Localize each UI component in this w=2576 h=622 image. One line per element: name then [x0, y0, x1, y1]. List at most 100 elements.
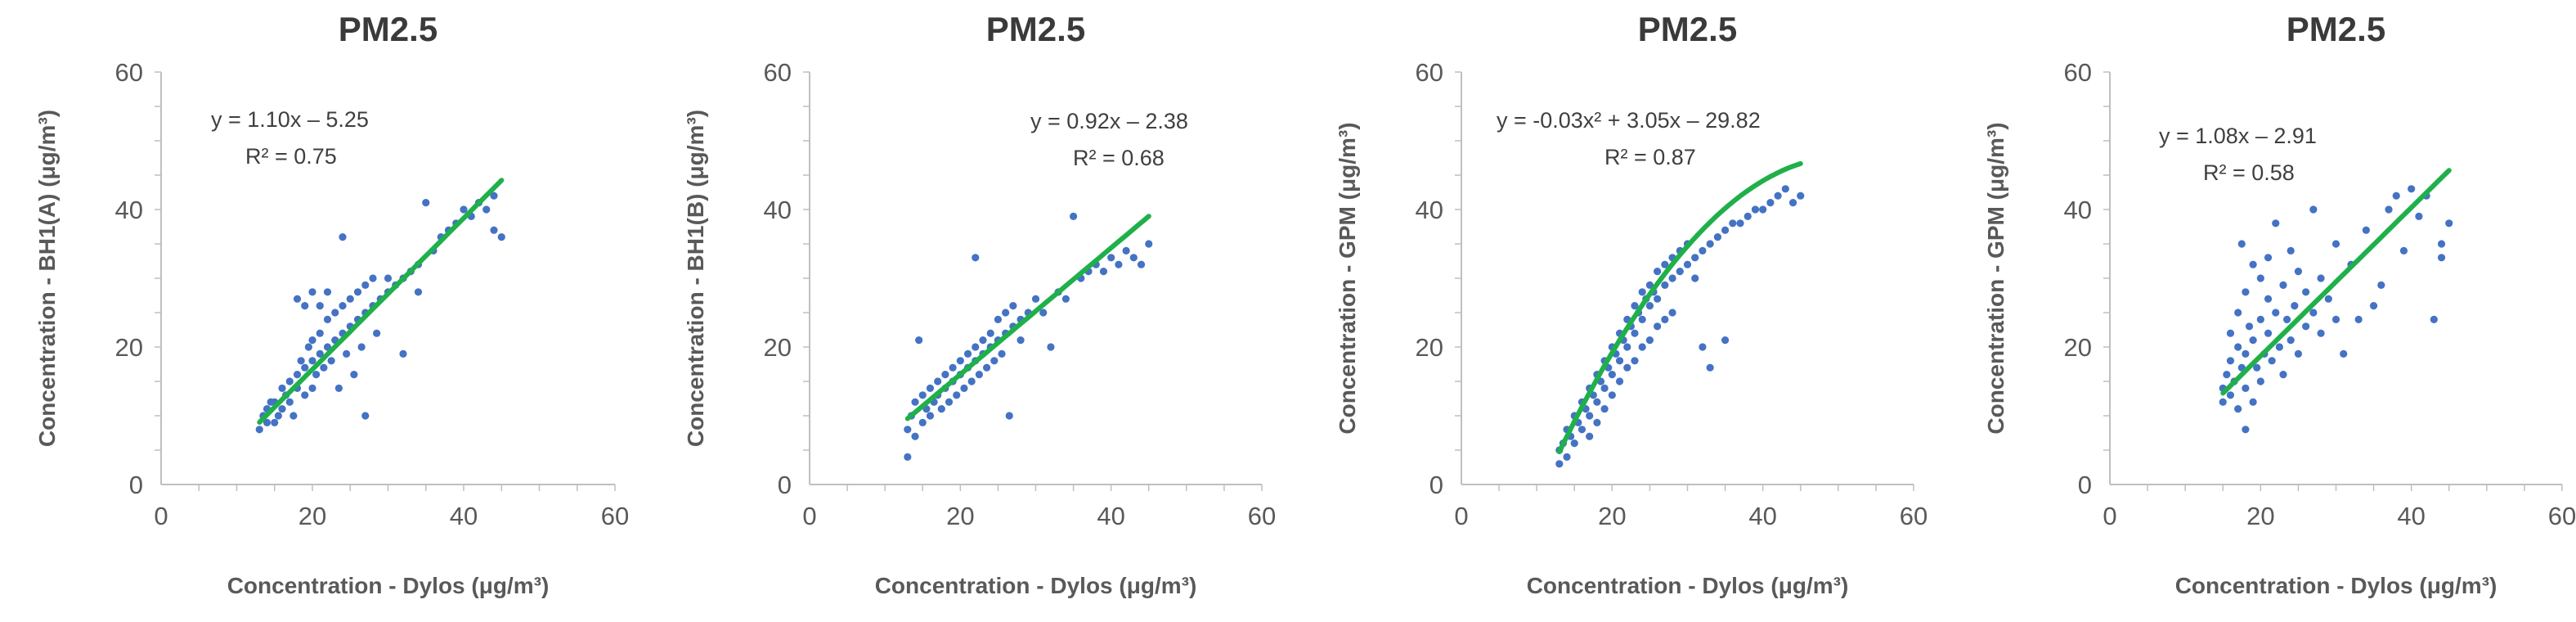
- data-point: [1721, 226, 1730, 234]
- trendline: [1556, 160, 1803, 454]
- data-point: [1699, 246, 1707, 255]
- data-point: [2287, 336, 2295, 345]
- x-tick-label: 40: [450, 502, 478, 530]
- data-point: [979, 336, 987, 345]
- data-point: [2392, 192, 2400, 200]
- data-point: [1751, 205, 1760, 214]
- data-point: [2415, 212, 2423, 220]
- data-point: [1586, 432, 1594, 440]
- data-point: [2282, 315, 2291, 323]
- scatter-panel-3: PM2.5 0 20 40 60 0 20 40 60 Concentration - Dylos…: [1335, 10, 1928, 598]
- data-point: [1016, 336, 1025, 345]
- data-point: [1638, 288, 1646, 296]
- y-tick-label: 60: [764, 58, 792, 87]
- data-point: [308, 336, 316, 345]
- data-point: [1661, 315, 1669, 323]
- data-point: [2242, 384, 2250, 392]
- data-point: [2354, 315, 2363, 323]
- data-point: [308, 357, 316, 365]
- data-point: [301, 363, 309, 372]
- data-point: [2223, 371, 2231, 379]
- data-point: [1615, 357, 1624, 365]
- r-squared-label: R² = 0.75: [245, 144, 337, 169]
- y-tick-label: 0: [2078, 471, 2092, 499]
- data-point: [1706, 363, 1714, 372]
- data-point: [1002, 309, 1010, 317]
- data-point: [934, 377, 942, 385]
- data-point: [1781, 185, 1789, 193]
- data-point: [1766, 199, 1775, 207]
- data-points: [255, 192, 505, 434]
- data-point: [972, 254, 980, 262]
- data-point: [937, 405, 945, 413]
- data-point: [1137, 260, 1146, 268]
- data-point: [2291, 302, 2299, 310]
- data-point: [1570, 439, 1578, 448]
- y-tick-label: 60: [1416, 58, 1443, 87]
- data-points: [1555, 185, 1805, 468]
- data-point: [2253, 363, 2261, 372]
- data-point: [1593, 398, 1601, 406]
- data-point: [357, 343, 366, 351]
- data-point: [1654, 295, 1662, 303]
- data-point: [982, 363, 991, 372]
- data-point: [361, 412, 370, 420]
- y-tick-label: 20: [2064, 333, 2092, 362]
- data-point: [2437, 254, 2446, 262]
- data-point: [1009, 302, 1017, 310]
- y-axis-label: Concentration - BH1(B) (μg/m³): [683, 110, 708, 447]
- data-point: [1668, 274, 1676, 282]
- y-tick-label: 60: [2064, 58, 2092, 87]
- data-point: [285, 377, 294, 385]
- data-point: [1593, 418, 1601, 426]
- data-point: [2302, 288, 2310, 296]
- data-point: [986, 329, 994, 337]
- chart-title: PM2.5: [1638, 10, 1737, 48]
- data-point: [2279, 371, 2287, 379]
- data-point: [1713, 233, 1721, 241]
- data-point: [1645, 302, 1654, 310]
- chart-title: PM2.5: [986, 10, 1085, 48]
- data-point: [1039, 309, 1048, 317]
- data-point: [1759, 205, 1767, 214]
- data-point: [353, 288, 362, 296]
- data-point: [308, 288, 316, 296]
- x-tick-label: 20: [1598, 502, 1626, 530]
- data-point: [1608, 391, 1616, 399]
- data-point: [301, 302, 309, 310]
- data-point: [1047, 343, 1055, 351]
- data-point: [346, 295, 354, 303]
- data-point: [915, 336, 923, 345]
- data-point: [263, 418, 272, 426]
- data-point: [1608, 371, 1616, 379]
- data-point: [1631, 357, 1639, 365]
- data-point: [1115, 260, 1123, 268]
- data-point: [2226, 329, 2235, 337]
- data-point: [308, 384, 316, 392]
- data-point: [990, 357, 999, 365]
- x-tick-label: 60: [2548, 502, 2576, 530]
- data-point: [301, 391, 309, 399]
- data-point: [2317, 274, 2325, 282]
- scatter-panel-2: PM2.5 0 20 40 60 0 20 40 60 Concentration - Dylos…: [683, 10, 1276, 598]
- x-axis-label: Concentration - Dylos (μg/m³): [227, 573, 550, 598]
- data-point: [1638, 343, 1646, 351]
- data-point: [975, 371, 983, 379]
- data-point: [278, 405, 286, 413]
- data-point: [1563, 453, 1571, 462]
- data-point: [2268, 357, 2276, 365]
- data-point: [304, 343, 312, 351]
- x-tick-label: 60: [1900, 502, 1928, 530]
- data-point: [2324, 295, 2332, 303]
- data-point: [1788, 199, 1797, 207]
- data-point: [2287, 246, 2295, 255]
- data-point: [2340, 349, 2348, 358]
- data-point: [963, 349, 972, 358]
- x-tick-label: 0: [802, 502, 816, 530]
- trendline: [904, 214, 1151, 421]
- data-point: [323, 315, 332, 323]
- data-point: [967, 377, 976, 385]
- data-point: [1736, 219, 1744, 228]
- data-point: [1721, 336, 1730, 345]
